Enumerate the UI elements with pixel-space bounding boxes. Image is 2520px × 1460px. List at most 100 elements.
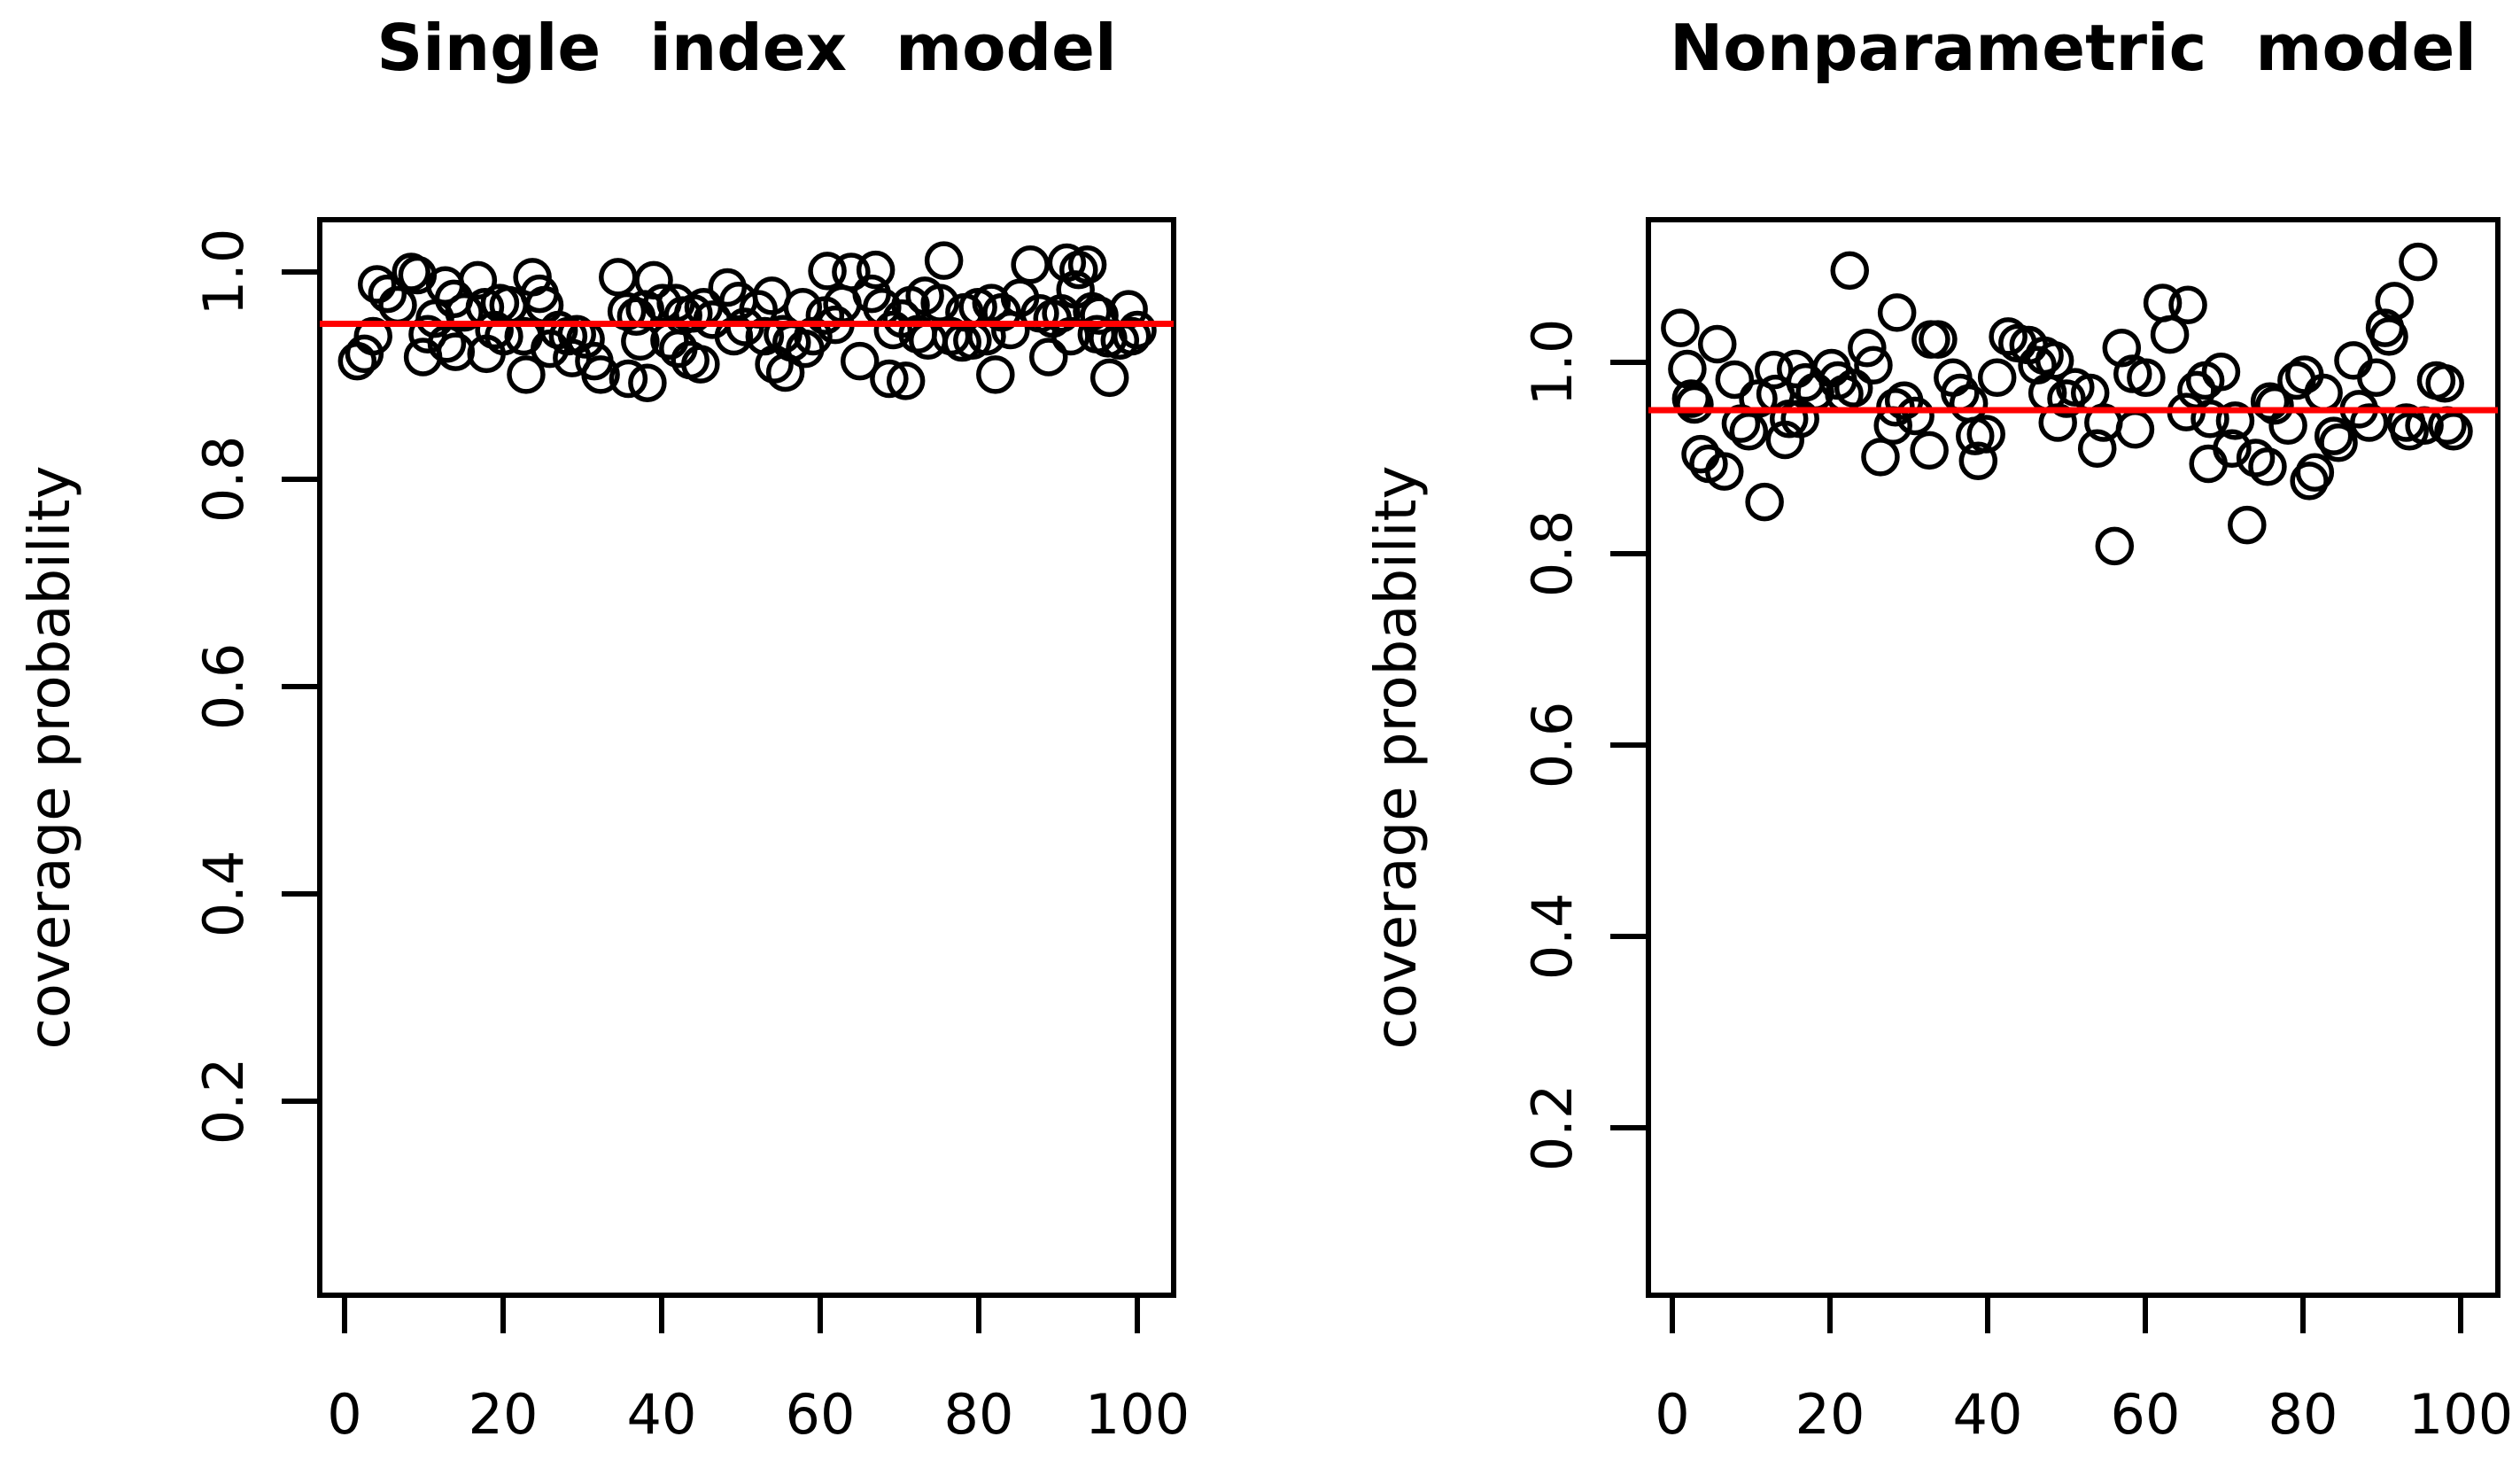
- panel-title-single-index: Single index model: [376, 11, 1117, 85]
- data-point: [2035, 341, 2074, 380]
- data-point: [2334, 341, 2373, 380]
- x-tick-label: 40: [1953, 1382, 2023, 1447]
- data-point: [581, 355, 620, 394]
- data-point: [2248, 447, 2287, 486]
- data-point: [2102, 329, 2142, 368]
- data-point: [2369, 317, 2408, 356]
- x-tick-label: 20: [1795, 1382, 1865, 1447]
- data-point: [1896, 396, 1935, 436]
- x-tick-label: 0: [327, 1382, 361, 1447]
- data-point: [1910, 431, 1949, 470]
- data-point: [1051, 316, 1090, 356]
- data-point: [436, 332, 476, 371]
- y-axis-label-left: coverage probability: [18, 465, 83, 1050]
- x-tick-label: 100: [2408, 1382, 2513, 1447]
- data-point: [2314, 416, 2353, 455]
- data-point: [1118, 310, 1157, 350]
- data-point: [2295, 453, 2335, 492]
- data-point: [1966, 415, 2005, 454]
- x-tick-label: 20: [469, 1382, 539, 1447]
- y-tick-label: 0.4: [191, 850, 256, 938]
- y-tick-label: 0.6: [1520, 702, 1585, 789]
- data-point: [808, 252, 847, 291]
- data-point: [2095, 526, 2135, 566]
- data-point: [2038, 403, 2077, 442]
- data-point: [1739, 379, 1778, 418]
- data-point: [2375, 282, 2414, 321]
- panel-left: 0.2 0.4 0.6 0.8 1.0 0 20 40 60 80 100: [191, 217, 1190, 1447]
- data-point: [841, 341, 880, 381]
- data-point: [2047, 379, 2086, 418]
- y-tick-label: 0.6: [191, 643, 256, 731]
- data-point: [920, 283, 959, 322]
- data-point: [1675, 384, 1714, 424]
- data-point: [1112, 316, 1151, 356]
- data-point: [908, 321, 948, 360]
- data-point: [2213, 429, 2252, 468]
- data-point: [1949, 384, 1989, 423]
- y-axis-label-right: coverage probability: [1364, 465, 1430, 1050]
- data-point: [1029, 338, 1068, 377]
- data-point: [458, 260, 498, 300]
- y-tick-label: 1.0: [1520, 319, 1585, 407]
- data-point: [368, 274, 407, 314]
- data-point: [1089, 358, 1129, 398]
- x-tick-label: 60: [786, 1382, 856, 1447]
- data-point: [1080, 296, 1119, 335]
- data-point: [1877, 293, 1917, 332]
- data-point: [886, 361, 926, 400]
- data-point: [2189, 444, 2228, 484]
- data-point: [445, 292, 484, 332]
- y-tick-label: 0.8: [1520, 510, 1585, 598]
- data-point: [2357, 358, 2396, 398]
- data-point: [1668, 349, 1707, 389]
- y-tick-label: 0.2: [1520, 1084, 1585, 1172]
- data-point: [2168, 285, 2207, 324]
- y-tick-label: 0.2: [191, 1058, 256, 1145]
- data-point: [1729, 412, 1769, 451]
- data-point: [2399, 242, 2438, 282]
- data-point: [2228, 505, 2267, 545]
- y-tick-label: 0.4: [1520, 893, 1585, 981]
- data-point: [2290, 462, 2329, 501]
- data-point: [1919, 320, 1958, 359]
- data-point: [2127, 358, 2166, 398]
- x-tick-label: 80: [2268, 1382, 2338, 1447]
- data-point: [1977, 358, 2017, 398]
- data-point: [353, 316, 392, 356]
- plot-box: [1646, 217, 2501, 1298]
- data-point: [1958, 441, 1998, 480]
- data-point: [2425, 364, 2464, 403]
- data-point: [507, 355, 546, 394]
- x-tick-label: 0: [1655, 1382, 1689, 1447]
- data-point: [524, 285, 564, 325]
- data-point: [628, 363, 667, 402]
- x-tick-label: 60: [2111, 1382, 2181, 1447]
- data-point: [357, 265, 397, 304]
- data-point: [794, 316, 833, 356]
- data-point: [1989, 317, 2028, 356]
- data-point: [2077, 429, 2117, 468]
- data-point: [1854, 346, 1893, 384]
- data-point: [1681, 434, 1720, 474]
- data-point: [924, 241, 964, 280]
- data-point: [2236, 439, 2276, 478]
- y-tick-label: 0.8: [191, 436, 256, 524]
- data-point: [2201, 353, 2241, 392]
- data-point: [2434, 412, 2473, 451]
- data-point: [2304, 373, 2343, 413]
- data-point: [337, 341, 377, 381]
- data-point: [870, 359, 909, 399]
- data-point: [832, 252, 871, 291]
- data-point: [1715, 360, 1755, 400]
- panel-title-nonparametric: Nonparametric model: [1670, 11, 2477, 85]
- data-point: [1704, 452, 1744, 491]
- data-point: [2150, 315, 2190, 354]
- data-point: [1697, 324, 1737, 364]
- data-point: [345, 334, 384, 374]
- data-point: [1067, 245, 1107, 284]
- x-tick-label: 40: [627, 1382, 697, 1447]
- y-tick-label: 1.0: [191, 229, 256, 316]
- data-point: [2350, 403, 2389, 442]
